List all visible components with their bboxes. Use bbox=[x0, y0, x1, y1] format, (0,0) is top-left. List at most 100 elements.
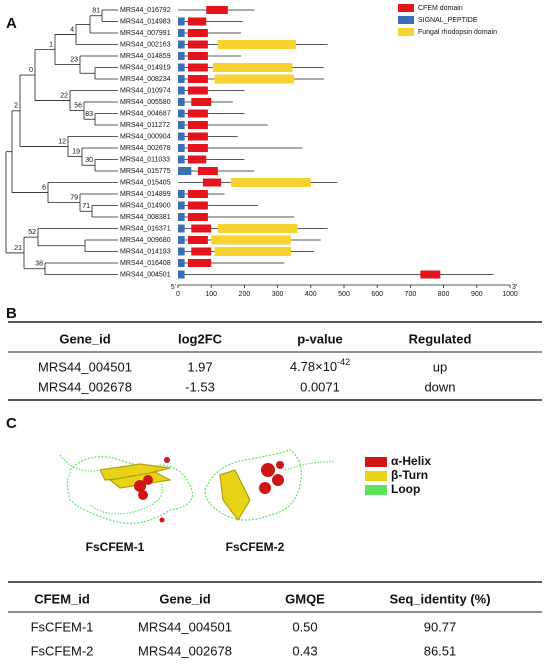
gene-label: MRS44_011272 bbox=[120, 122, 170, 129]
domain-box bbox=[187, 109, 208, 118]
gene-label: MRS44_010974 bbox=[120, 87, 171, 94]
gene-label: MRS44_005580 bbox=[120, 99, 171, 106]
domain-box bbox=[420, 270, 441, 279]
gene-label: MRS44_016371 bbox=[120, 225, 171, 232]
bootstrap-value: 52 bbox=[28, 229, 36, 236]
domain-box bbox=[187, 190, 208, 198]
gene-label: MRS44_008381 bbox=[120, 214, 171, 221]
table-cell: FsCFEM-2 bbox=[31, 643, 94, 658]
domain-box bbox=[187, 29, 208, 37]
domain-box bbox=[211, 235, 291, 245]
gene-label: MRS44_016792 bbox=[120, 7, 171, 14]
domain-box bbox=[178, 75, 185, 83]
domain-box bbox=[187, 17, 207, 26]
domain-box bbox=[187, 155, 207, 164]
domain-box bbox=[187, 121, 208, 129]
bootstrap-value: 2 bbox=[14, 103, 18, 110]
gene-label: MRS44_007991 bbox=[120, 30, 171, 37]
domain-box bbox=[178, 236, 185, 244]
bootstrap-value: 79 bbox=[70, 194, 78, 201]
structure-1 bbox=[59, 454, 194, 524]
x-tick-label: 0 bbox=[176, 291, 180, 298]
structure-name: FsCFEM-1 bbox=[86, 540, 145, 554]
table-cell: MRS44_002678 bbox=[38, 379, 132, 394]
gene-label: MRS44_002678 bbox=[120, 145, 171, 152]
table-header: Seq_identity (%) bbox=[389, 591, 490, 606]
table-header: Gene_id bbox=[59, 331, 110, 346]
domain-box bbox=[214, 74, 295, 84]
bootstrap-value: 4 bbox=[70, 26, 74, 33]
legend-swatch bbox=[398, 4, 414, 12]
bootstrap-value: 22 bbox=[60, 92, 68, 99]
x-tick-label: 700 bbox=[405, 291, 417, 298]
domain-box bbox=[178, 86, 185, 95]
legend-label: SIGNAL_PEPTIDE bbox=[418, 17, 478, 24]
table-cell: 90.77 bbox=[424, 619, 457, 634]
table-cell: 0.0071 bbox=[300, 379, 340, 394]
x-tick-label: 900 bbox=[471, 291, 483, 298]
domain-box bbox=[178, 98, 185, 106]
table-cell: MRS44_004501 bbox=[138, 619, 232, 634]
gene-label: MRS44_008234 bbox=[120, 76, 171, 83]
table-header: CFEM_id bbox=[34, 591, 90, 606]
gene-label: MRS44_014193 bbox=[120, 248, 171, 255]
x-tick-label: 100 bbox=[205, 291, 217, 298]
domain-box bbox=[187, 144, 208, 152]
domain-box bbox=[187, 259, 212, 267]
domain-box bbox=[214, 247, 291, 256]
gene-label: MRS44_014919 bbox=[120, 64, 171, 71]
gene-label: MRS44_004687 bbox=[120, 110, 171, 117]
gene-label: MRS44_011033 bbox=[120, 156, 170, 163]
cell-base: 4.78×10 bbox=[290, 359, 337, 374]
domain-box bbox=[187, 86, 208, 95]
end-label: 3' bbox=[512, 284, 517, 291]
domain-box bbox=[178, 190, 185, 198]
domain-box bbox=[178, 259, 185, 267]
legend-label: CFEM domain bbox=[418, 5, 463, 12]
legend-swatch bbox=[365, 485, 387, 495]
table-header: GMQE bbox=[285, 591, 325, 606]
domain-box bbox=[178, 270, 185, 279]
x-tick-label: 200 bbox=[239, 291, 251, 298]
domain-box bbox=[178, 29, 185, 37]
table-cell: FsCFEM-1 bbox=[31, 619, 94, 634]
table-cell: MRS44_002678 bbox=[138, 643, 232, 658]
domain-box bbox=[178, 109, 185, 118]
legend-label: Fungal rhodopsin domain bbox=[418, 29, 497, 36]
table-header: log2FC bbox=[178, 331, 223, 346]
domain-box bbox=[206, 6, 228, 14]
domain-box bbox=[178, 213, 185, 221]
bootstrap-value: 30 bbox=[85, 157, 93, 164]
table-cell: 1.97 bbox=[187, 359, 212, 374]
domain-box bbox=[178, 247, 185, 256]
domain-box bbox=[187, 52, 208, 60]
gene-label: MRS44_014983 bbox=[120, 18, 171, 25]
domain-box bbox=[178, 52, 185, 60]
domain-box bbox=[212, 63, 293, 72]
legend-swatch bbox=[398, 16, 414, 24]
panel-label: B bbox=[6, 305, 17, 322]
bootstrap-value: 23 bbox=[70, 56, 78, 63]
gene-label: MRS44_014859 bbox=[120, 53, 171, 60]
domain-box bbox=[191, 98, 212, 106]
panel-label: A bbox=[6, 15, 17, 32]
domain-box bbox=[231, 178, 311, 187]
table-cell: up bbox=[433, 359, 447, 374]
end-label: 5' bbox=[171, 284, 176, 291]
table-cell: 4.78×10-42 bbox=[290, 357, 350, 374]
gene-label: MRS44_000904 bbox=[120, 133, 171, 140]
domain-box bbox=[191, 247, 212, 256]
domain-box bbox=[187, 75, 208, 83]
domain-box bbox=[178, 201, 185, 210]
x-tick-label: 300 bbox=[272, 291, 284, 298]
bootstrap-value: 0 bbox=[29, 67, 33, 74]
gene-label: MRS44_009680 bbox=[120, 237, 171, 244]
x-tick-label: 800 bbox=[438, 291, 450, 298]
domain-box bbox=[178, 121, 185, 129]
bootstrap-value: 83 bbox=[85, 111, 93, 118]
panel-label: C bbox=[6, 415, 17, 432]
domain-box bbox=[217, 224, 298, 233]
domain-box bbox=[178, 132, 185, 141]
x-tick-label: 400 bbox=[305, 291, 317, 298]
